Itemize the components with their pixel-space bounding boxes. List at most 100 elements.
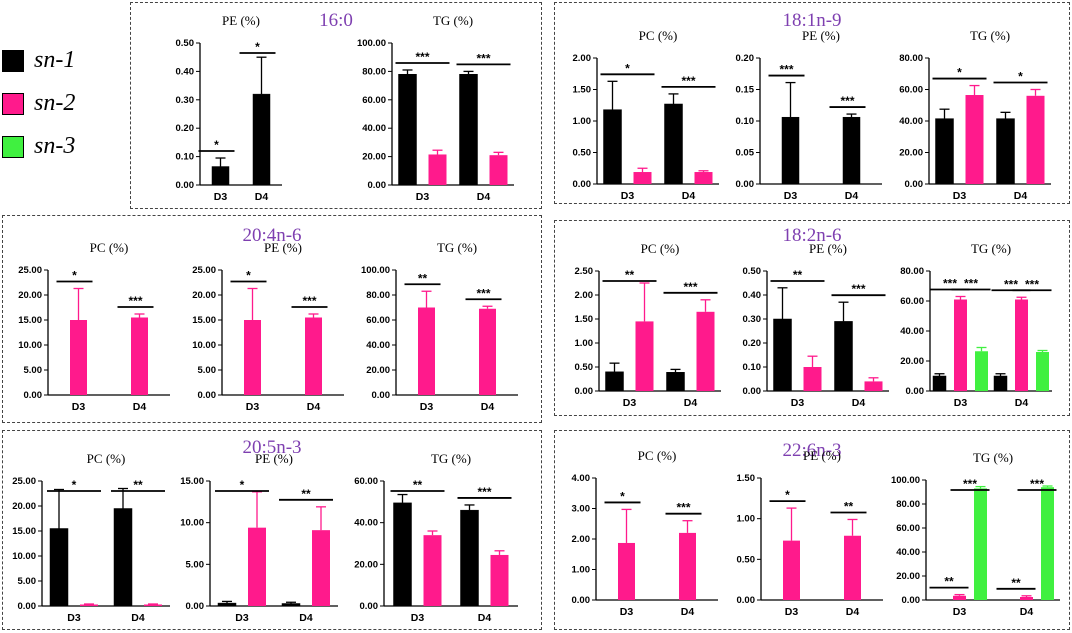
significance-label: * [246, 269, 251, 283]
x-tick-label: D3 [214, 191, 228, 203]
y-tick-label: 2.00 [575, 290, 594, 301]
significance-label: * [72, 478, 77, 492]
bar-sn-1-d3 [398, 73, 417, 186]
bar-sn-1-d4 [666, 372, 685, 392]
legend-swatch-sn3 [2, 136, 24, 158]
bar-sn-3-d3 [974, 488, 987, 600]
chart-title: TG (%) [973, 450, 1013, 465]
chart-22-6n-3-tg: TG (%) 0.00 20.00 40.00 60.00 80.00 100.00 D3 D4… [891, 450, 1060, 618]
x-tick-label: D3 [246, 401, 260, 413]
y-tick-label: 0.00 [906, 386, 925, 397]
y-tick-label: 25.00 [192, 265, 216, 276]
significance-label: *** [943, 277, 957, 291]
bar-sn-2-d4 [490, 554, 509, 606]
chart-title: PC (%) [90, 240, 129, 255]
y-tick-label: 60.00 [354, 476, 378, 487]
y-tick-label: 0.00 [573, 179, 592, 190]
significance-label: *** [476, 286, 490, 300]
chart-16-0-pe: PE (%) 0.00 0.10 0.20 0.30 0.40 0.50 D3 D4 * * [176, 13, 282, 203]
bar-sn-2-d3 [244, 320, 261, 395]
significance-label: *** [851, 282, 865, 296]
y-tick-label: 0.00 [198, 390, 217, 401]
bar-sn-1-d3 [603, 109, 622, 185]
bar-sn-2-d4 [1020, 597, 1033, 600]
y-tick-label: 0.50 [176, 38, 195, 49]
bar-sn-2-d4 [1015, 299, 1028, 391]
bar-sn-1-d4 [834, 321, 853, 392]
y-tick-label: 10.00 [180, 518, 204, 529]
y-tick-label: 0.20 [176, 123, 195, 134]
significance-label: * [214, 138, 219, 152]
x-tick-label: D3 [785, 606, 799, 618]
panel-title: 20:5n-3 [242, 437, 302, 458]
chart-20-4n-6-tg: TG (%) 0.00 20.00 40.00 60.00 80.00 100.00 D3 D4… [361, 240, 518, 413]
y-tick-label: 20.00 [899, 148, 923, 159]
y-tick-label: 0.50 [575, 362, 594, 373]
significance-label: * [1018, 70, 1023, 84]
y-tick-label: 0.50 [737, 554, 756, 565]
chart-title: PE (%) [264, 240, 302, 255]
bar-sn-1-d4 [664, 103, 683, 185]
significance-label: * [72, 269, 77, 283]
x-tick-label: D4 [133, 401, 147, 413]
y-tick-label: 10.00 [18, 340, 42, 351]
significance-label: *** [1030, 477, 1044, 491]
bar-sn-3-d4 [1041, 487, 1054, 600]
legend-swatch-sn2 [2, 93, 24, 115]
chart-title: PC (%) [87, 451, 126, 466]
panel-title: 16:0 [319, 10, 353, 31]
bar-sn-2-d3 [418, 307, 435, 395]
y-tick-label: 2.50 [575, 266, 594, 277]
y-tick-label: 0.00 [176, 180, 195, 191]
chart-18-2n-6-tg: TG (%) 0.00 20.00 40.00 60.00 80.00 D3 D4 *** ***… [900, 241, 1052, 409]
x-tick-label: D4 [846, 606, 860, 618]
significance-label: *** [963, 477, 977, 491]
x-tick-label: D4 [477, 191, 491, 203]
bar-sn-2-d4 [312, 530, 330, 606]
significance-label: *** [477, 485, 491, 499]
y-tick-label: 0.40 [743, 290, 762, 301]
bar-sn-2-d4 [679, 532, 696, 600]
bar-sn-1-d4 [113, 508, 133, 607]
y-tick-label: 3.00 [572, 504, 591, 515]
x-tick-label: D3 [791, 397, 805, 409]
x-tick-label: D4 [1020, 606, 1034, 618]
y-tick-label: 0.00 [24, 390, 43, 401]
x-tick-label: D4 [255, 191, 269, 203]
legend-label-sn1: sn-1 [34, 47, 76, 73]
bar-sn-1-d3 [49, 528, 69, 607]
x-tick-label: D4 [682, 190, 696, 202]
chart-title: PE (%) [222, 13, 260, 28]
bar-sn-2-d4 [694, 172, 713, 184]
legend-item-sn1: sn-1 [0, 47, 125, 74]
panel-20-5n-3: 20:5n-3 [2, 430, 542, 630]
significance-label: * [620, 489, 625, 503]
x-tick-label: D3 [416, 191, 430, 203]
y-tick-label: 25.00 [12, 476, 36, 487]
y-tick-label: 25.00 [18, 265, 42, 276]
x-tick-label: D3 [953, 190, 967, 202]
y-tick-label: 1.50 [737, 473, 756, 484]
y-tick-label: 100.00 [891, 475, 920, 486]
significance-label: ** [418, 271, 428, 285]
y-tick-label: 15.00 [12, 526, 36, 537]
bar-sn-2-d4 [479, 308, 496, 395]
bar-sn-1-d3 [773, 318, 792, 392]
significance-label: * [785, 488, 790, 502]
y-tick-label: 40.00 [896, 547, 920, 558]
bar-sn-1-d4 [996, 118, 1015, 185]
y-tick-label: 20.00 [900, 356, 924, 367]
bar-sn-2-d4 [844, 535, 861, 600]
panel-16-0: 16:0 [130, 2, 542, 209]
y-tick-label: 0.10 [743, 362, 762, 373]
chart-title: PE (%) [803, 448, 841, 463]
significance-label: ** [793, 268, 803, 282]
y-tick-label: 80.00 [366, 290, 390, 301]
panel-title: 18:2n-6 [782, 225, 842, 246]
y-tick-label: 0.00 [372, 390, 391, 401]
y-tick-label: 40.00 [899, 116, 923, 127]
